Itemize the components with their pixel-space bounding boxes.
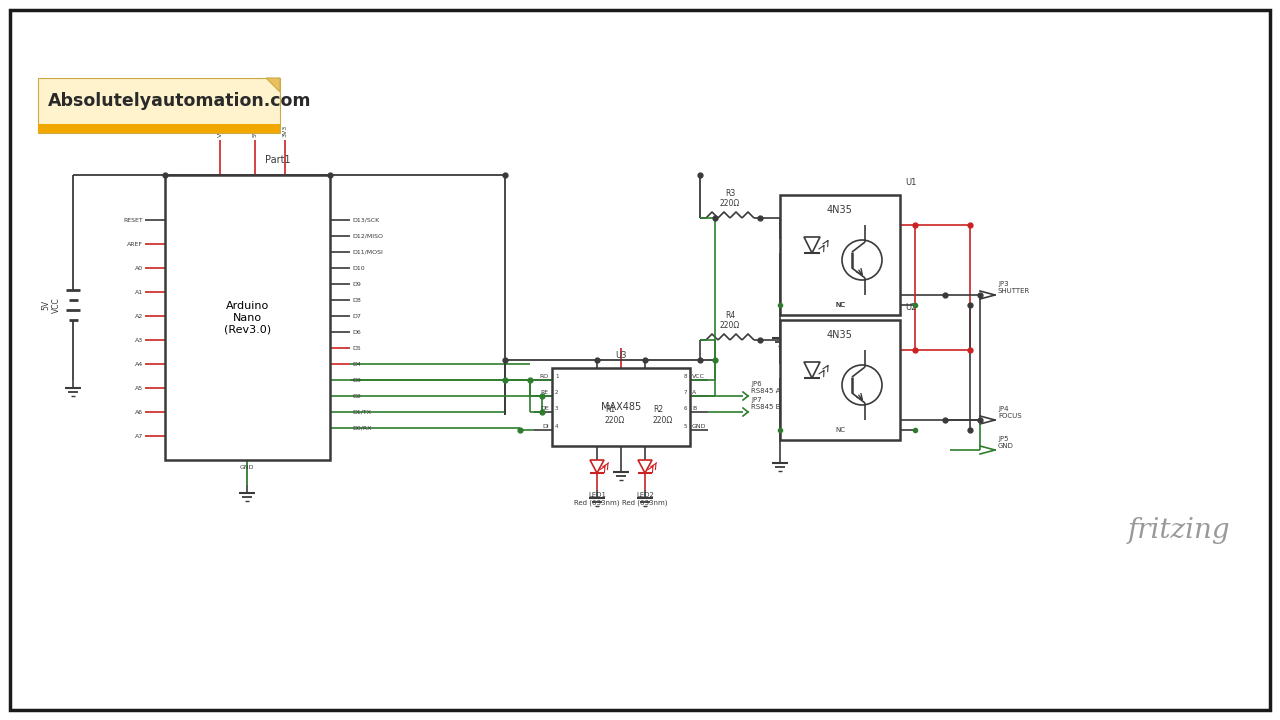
Text: 2: 2 bbox=[556, 390, 558, 395]
Text: R4
220Ω: R4 220Ω bbox=[719, 310, 740, 330]
Text: U3: U3 bbox=[616, 351, 627, 360]
Text: D8: D8 bbox=[352, 297, 361, 302]
Text: JP3
SHUTTER: JP3 SHUTTER bbox=[998, 281, 1030, 294]
Text: 5V
VCC: 5V VCC bbox=[41, 297, 60, 313]
Text: 3V3: 3V3 bbox=[283, 125, 288, 137]
Text: A3: A3 bbox=[134, 338, 143, 343]
Text: R3
220Ω: R3 220Ω bbox=[719, 189, 740, 208]
Text: JP7
RS845 B: JP7 RS845 B bbox=[751, 397, 781, 410]
Text: A7: A7 bbox=[134, 433, 143, 438]
Text: Absolutelyautomation.com: Absolutelyautomation.com bbox=[49, 92, 311, 110]
Text: D10: D10 bbox=[352, 266, 365, 271]
Text: D0/RX: D0/RX bbox=[352, 426, 371, 431]
Text: NC: NC bbox=[835, 427, 845, 433]
Bar bbox=[165, 175, 330, 460]
Text: MAX485: MAX485 bbox=[600, 402, 641, 412]
Text: LED2
Red (633nm): LED2 Red (633nm) bbox=[622, 492, 668, 505]
Text: 3: 3 bbox=[556, 406, 558, 411]
Text: 8: 8 bbox=[684, 374, 687, 379]
Text: A1: A1 bbox=[134, 289, 143, 294]
Text: RE: RE bbox=[541, 390, 549, 395]
Text: 7: 7 bbox=[684, 390, 687, 395]
Text: DI: DI bbox=[543, 424, 549, 429]
Text: R1
220Ω: R1 220Ω bbox=[605, 405, 625, 425]
Text: JP6
RS845 A: JP6 RS845 A bbox=[751, 381, 781, 394]
Text: NC: NC bbox=[835, 302, 845, 308]
Text: JP4
FOCUS: JP4 FOCUS bbox=[998, 406, 1021, 419]
Text: 6: 6 bbox=[684, 406, 687, 411]
Text: D6: D6 bbox=[352, 330, 361, 335]
Text: D5: D5 bbox=[352, 346, 361, 351]
Text: U2: U2 bbox=[905, 303, 916, 312]
Text: AREF: AREF bbox=[127, 241, 143, 246]
Text: A: A bbox=[692, 390, 696, 395]
Text: VIN: VIN bbox=[218, 126, 223, 137]
Text: GND: GND bbox=[692, 424, 707, 429]
Text: D4: D4 bbox=[352, 361, 361, 366]
Text: RESET: RESET bbox=[123, 217, 143, 222]
Text: U1: U1 bbox=[905, 178, 916, 187]
Text: GND: GND bbox=[239, 465, 255, 470]
Text: R2
220Ω: R2 220Ω bbox=[653, 405, 673, 425]
Bar bbox=[38, 124, 280, 133]
Text: A0: A0 bbox=[134, 266, 143, 271]
Text: A4: A4 bbox=[134, 361, 143, 366]
Text: 5: 5 bbox=[684, 424, 687, 429]
Text: D3: D3 bbox=[352, 377, 361, 382]
Text: 4N35: 4N35 bbox=[827, 205, 852, 215]
Text: VCC: VCC bbox=[692, 374, 705, 379]
Bar bbox=[38, 78, 280, 133]
Text: RO: RO bbox=[540, 374, 549, 379]
Text: Arduino
Nano
(Rev3.0): Arduino Nano (Rev3.0) bbox=[224, 301, 271, 334]
Text: D12/MISO: D12/MISO bbox=[352, 233, 383, 238]
Text: D1/TX: D1/TX bbox=[352, 410, 371, 415]
Text: JP5
GND: JP5 GND bbox=[998, 436, 1014, 449]
Text: A6: A6 bbox=[134, 410, 143, 415]
Text: A5: A5 bbox=[134, 385, 143, 390]
Text: D7: D7 bbox=[352, 313, 361, 318]
Text: A2: A2 bbox=[134, 313, 143, 318]
Text: Part1: Part1 bbox=[265, 155, 291, 165]
Text: 4N35: 4N35 bbox=[827, 330, 852, 340]
Text: 4: 4 bbox=[556, 424, 558, 429]
Text: 5V: 5V bbox=[252, 129, 257, 137]
Bar bbox=[552, 368, 690, 446]
Text: LED1
Red (633nm): LED1 Red (633nm) bbox=[575, 492, 620, 505]
Polygon shape bbox=[266, 78, 280, 92]
Text: D11/MOSI: D11/MOSI bbox=[352, 250, 383, 254]
Text: NC: NC bbox=[835, 302, 845, 308]
Text: fritzing: fritzing bbox=[1128, 516, 1230, 544]
Text: D13/SCK: D13/SCK bbox=[352, 217, 379, 222]
Text: B: B bbox=[692, 406, 696, 411]
Bar bbox=[780, 195, 900, 315]
Text: DE: DE bbox=[540, 406, 549, 411]
Text: 1: 1 bbox=[556, 374, 558, 379]
Bar bbox=[780, 320, 900, 440]
Text: D9: D9 bbox=[352, 282, 361, 287]
Text: D2: D2 bbox=[352, 394, 361, 398]
